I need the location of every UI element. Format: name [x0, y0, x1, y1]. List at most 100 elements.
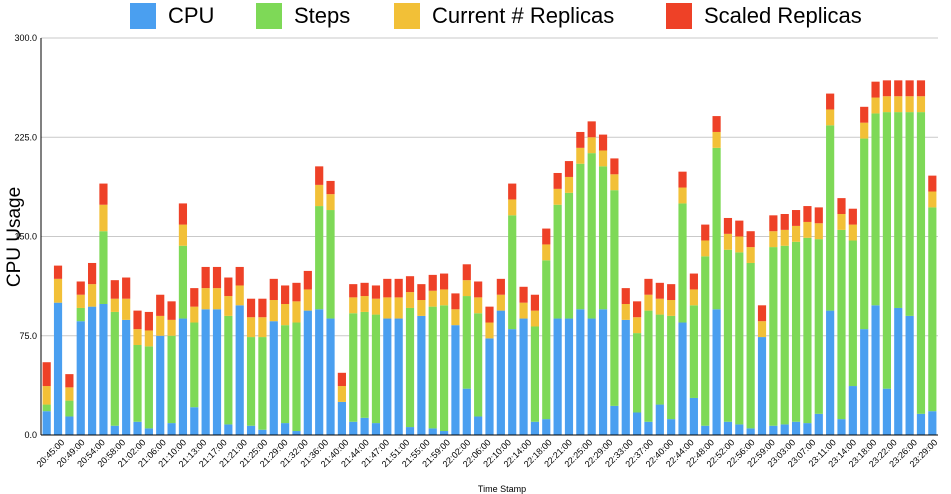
y-tick-label: 75.0	[19, 331, 37, 341]
bar-segment-current-replicas	[496, 294, 505, 311]
bar-segment-scaled-replicas	[633, 301, 642, 318]
bar-segment-cpu	[882, 388, 891, 435]
bar-segment-scaled-replicas	[190, 288, 199, 307]
bar-segment-current-replicas	[269, 300, 278, 322]
bar-segment-current-replicas	[871, 97, 880, 114]
bar-segment-scaled-replicas	[621, 288, 630, 304]
bar-segment-cpu	[848, 386, 857, 435]
bar-segment-current-replicas	[519, 302, 528, 319]
bar-segment-cpu	[156, 335, 165, 435]
bar-segment-steps	[905, 112, 914, 316]
bar-segment-cpu	[780, 424, 789, 435]
bar-segment-current-replicas	[417, 300, 426, 316]
bar-segment-scaled-replicas	[769, 215, 778, 232]
bar-segment-current-replicas	[349, 297, 358, 314]
bar-segment-scaled-replicas	[394, 278, 403, 298]
bar-segment-cpu	[667, 419, 676, 435]
bar-segment-steps	[791, 241, 801, 422]
bar-segment-scaled-replicas	[246, 298, 256, 318]
bar-segment-current-replicas	[542, 244, 551, 261]
bar-segment-current-replicas	[667, 300, 676, 316]
bar-segment-cpu	[894, 307, 903, 435]
bar-segment-current-replicas	[110, 298, 119, 312]
bar-segment-cpu	[860, 329, 869, 435]
bar-segment-steps	[133, 345, 142, 422]
bar-segment-current-replicas	[860, 122, 869, 139]
bar-segment-cpu	[485, 338, 494, 435]
bar-segment-cpu	[190, 407, 199, 435]
bar-segment-cpu	[428, 428, 437, 435]
bar-segment-steps	[178, 245, 188, 319]
bar-segment-steps	[553, 204, 562, 319]
legend: CPU Steps Current # Replicas Scaled Repl…	[0, 0, 951, 32]
bar-segment-current-replicas	[156, 315, 165, 336]
bar-segment-scaled-replicas	[871, 81, 880, 98]
bar-segment-cpu	[689, 397, 698, 435]
bar-segment-cpu	[678, 322, 687, 435]
bar-segment-steps	[190, 322, 199, 408]
bar-segment-scaled-replicas	[894, 80, 903, 97]
bar-segment-steps	[76, 307, 85, 322]
bar-segment-current-replicas	[530, 310, 540, 327]
bar-segment-current-replicas	[814, 223, 823, 240]
bar-segment-scaled-replicas	[428, 274, 437, 291]
bar-segment-current-replicas	[780, 229, 789, 246]
bar-segment-current-replicas	[564, 176, 574, 193]
bar-segment-current-replicas	[326, 194, 335, 211]
bar-segment-scaled-replicas	[178, 203, 188, 225]
bar-segment-current-replicas	[224, 296, 233, 316]
bar-segment-scaled-replicas	[76, 281, 85, 295]
bar-segment-cpu	[167, 423, 176, 435]
bar-segment-current-replicas	[769, 231, 778, 248]
bar-segment-scaled-replicas	[156, 294, 165, 316]
bar-segment-cpu	[326, 318, 335, 435]
legend-item-cpu: CPU	[130, 2, 214, 30]
bar-segment-steps	[292, 322, 301, 432]
bar-segment-steps	[701, 256, 710, 426]
bar-segment-current-replicas	[928, 191, 937, 208]
bar-segment-scaled-replicas	[99, 183, 108, 205]
bar-segment-current-replicas	[701, 240, 710, 257]
bar-segment-current-replicas	[553, 188, 562, 205]
bar-segment-cpu	[769, 425, 778, 435]
bar-segment-steps	[837, 229, 846, 420]
bar-segment-cpu	[110, 425, 119, 435]
bar-segment-scaled-replicas	[530, 294, 540, 311]
bar-segment-steps	[542, 260, 551, 420]
bar-segment-scaled-replicas	[42, 362, 51, 387]
bar-segment-steps	[110, 311, 119, 426]
bar-segment-current-replicas	[598, 150, 608, 167]
bar-segment-scaled-replicas	[349, 284, 358, 298]
bar-segment-current-replicas	[791, 225, 801, 242]
legend-label-scaled-replicas: Scaled Replicas	[704, 3, 862, 28]
bar-segment-scaled-replicas	[826, 93, 835, 110]
legend-item-scaled-replicas: Scaled Replicas	[666, 2, 862, 30]
bar-segment-scaled-replicas	[224, 277, 233, 297]
bar-segment-scaled-replicas	[553, 172, 562, 189]
bar-segment-steps	[564, 192, 574, 319]
bar-segment-scaled-replicas	[587, 121, 596, 138]
bar-segment-cpu	[655, 404, 664, 435]
bar-segment-cpu	[371, 423, 381, 435]
bar-segment-cpu	[144, 428, 153, 435]
bar-segment-steps	[371, 314, 381, 424]
bar-segment-cpu	[405, 427, 415, 435]
bar-segment-scaled-replicas	[144, 311, 153, 331]
bar-segment-current-replicas	[394, 297, 403, 319]
bar-segment-scaled-replicas	[791, 210, 801, 226]
bar-segment-scaled-replicas	[201, 266, 210, 289]
bar-segment-current-replicas	[337, 386, 346, 402]
bar-segment-cpu	[246, 425, 256, 435]
bar-segment-scaled-replicas	[258, 298, 267, 318]
bar-segment-current-replicas	[65, 387, 74, 401]
bar-segment-steps	[474, 313, 483, 417]
bar-segment-scaled-replicas	[485, 306, 494, 323]
bar-segment-scaled-replicas	[644, 278, 653, 295]
bar-segment-steps	[712, 147, 721, 310]
bar-segment-steps	[610, 190, 619, 406]
bar-segment-cpu	[133, 421, 142, 435]
y-axis-label: CPU Usage	[4, 187, 25, 287]
bar-segment-steps	[848, 240, 857, 387]
bar-segment-scaled-replicas	[803, 206, 812, 222]
bar-segment-cpu	[417, 315, 426, 435]
